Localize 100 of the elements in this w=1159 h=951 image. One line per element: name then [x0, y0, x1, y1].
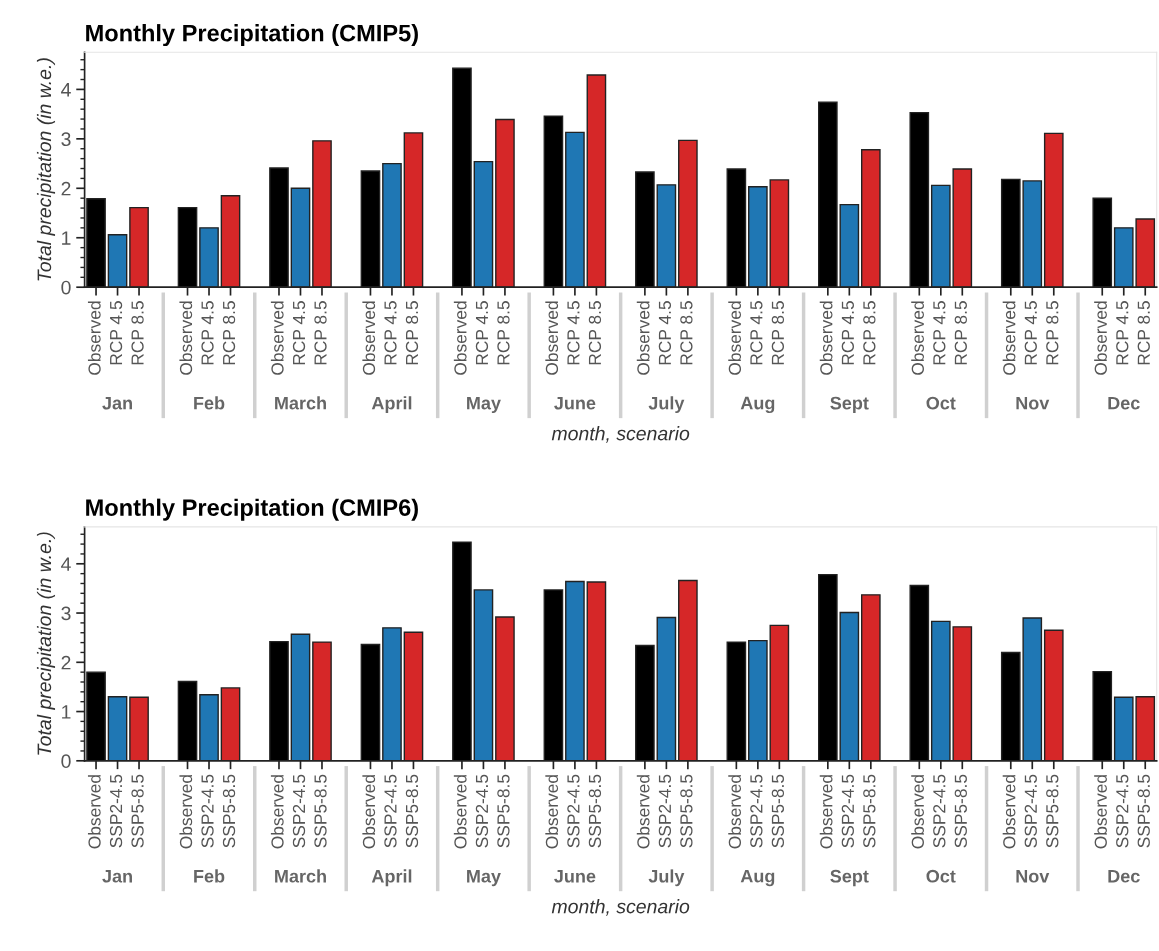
- text: SSP5-8.5: [497, 774, 510, 848]
- chart-title: Monthly Precipitation (CMIP5): [86, 24, 418, 47]
- x-axis-title: month, scenario: [551, 426, 690, 443]
- y-tick-label: 4: [61, 83, 71, 97]
- y-tick-label: 2: [61, 655, 71, 670]
- legend-label: RCP 4.5: [109, 301, 123, 365]
- text: SSP2-4.5: [841, 774, 854, 848]
- text: SSP2-4.5: [1116, 774, 1129, 848]
- x-tick-label: Dec: [1108, 396, 1140, 410]
- text: SSP2-4.5: [384, 774, 397, 848]
- x-tick-label: Jan: [102, 870, 132, 883]
- text: Observed: [819, 301, 833, 375]
- text: SSP2-4.5: [475, 774, 489, 848]
- text: SSP2-4.5: [750, 774, 763, 848]
- text: Observed: [1094, 301, 1107, 375]
- text: Observed: [453, 301, 467, 375]
- text: Observed: [1002, 775, 1016, 849]
- text: Observed: [911, 301, 924, 375]
- x-tick-label: June: [554, 870, 596, 883]
- x-tick-label: Nov: [1016, 396, 1050, 410]
- text: RCP 4.5: [841, 301, 854, 365]
- text: Observed: [453, 775, 467, 849]
- text: RCP 4.5: [658, 301, 672, 365]
- text: RCP 8.5: [497, 301, 510, 365]
- x-tick-label: Dec: [1108, 870, 1140, 883]
- x-tick-label: May: [467, 870, 501, 887]
- text: RCP 4.5: [750, 301, 763, 365]
- text: Observed: [1094, 775, 1107, 849]
- text: SSP2-4.5: [933, 774, 946, 848]
- x-tick-label: April: [371, 869, 412, 887]
- text: SSP5-8.5: [771, 774, 785, 848]
- text: RCP 4.5: [475, 301, 489, 365]
- text: RCP 4.5: [292, 301, 306, 365]
- text: RCP 4.5: [567, 301, 580, 365]
- x-tick-label: March: [275, 396, 326, 410]
- y-tick-label: 1: [62, 705, 71, 719]
- y-axis-title: Total precipitation (in w.e.): [36, 532, 56, 755]
- text: SSP2-4.5: [567, 774, 580, 848]
- x-tick-label: Oct: [926, 396, 956, 410]
- legend-label: Observed: [87, 301, 101, 375]
- y-tick-label: 4: [61, 557, 71, 571]
- text: SSP5-8.5: [588, 774, 602, 848]
- legend-label: RCP 8.5: [131, 301, 144, 365]
- text: Observed: [819, 775, 833, 849]
- chart-title: Monthly Precipitation (CMIP6): [86, 498, 418, 521]
- text: RCP 4.5: [201, 301, 214, 365]
- x-tick-label: May: [467, 396, 501, 414]
- text: SSP2-4.5: [201, 774, 214, 848]
- text: Observed: [545, 775, 559, 849]
- text: SSP2-4.5: [292, 774, 306, 848]
- x-tick-label: Aug: [740, 396, 775, 414]
- x-tick-label: Feb: [194, 396, 225, 410]
- x-tick-label: July: [648, 396, 685, 414]
- text: RCP 8.5: [222, 301, 236, 365]
- x-tick-label: July: [648, 869, 685, 887]
- text: RCP 4.5: [933, 301, 946, 365]
- text: RCP 8.5: [680, 301, 693, 365]
- x-tick-label: April: [371, 396, 412, 414]
- text: SSP5-8.5: [314, 774, 327, 848]
- x-tick-label: Aug: [740, 869, 775, 887]
- y-tick-label: 3: [61, 606, 71, 621]
- text: Observed: [545, 301, 559, 375]
- x-tick-label: Oct: [926, 869, 956, 883]
- x-tick-label: Nov: [1016, 870, 1050, 883]
- text: SSP5-8.5: [680, 774, 693, 848]
- text: Observed: [179, 775, 193, 849]
- text: RCP 8.5: [1137, 301, 1150, 365]
- text: Observed: [179, 301, 193, 375]
- y-tick-label: 1: [62, 231, 71, 245]
- x-tick-label: Sept: [830, 396, 869, 414]
- y-tick-label: 3: [61, 132, 71, 147]
- text: RCP 8.5: [588, 301, 602, 365]
- text: RCP 8.5: [771, 301, 785, 365]
- text: RCP 4.5: [384, 301, 397, 365]
- text: RCP 8.5: [314, 301, 327, 365]
- text: SSP5-8.5: [863, 774, 876, 848]
- legend-label: SSP5-8.5: [131, 774, 144, 848]
- legend-label: SSP2-4.5: [109, 774, 123, 848]
- text: Observed: [362, 775, 376, 849]
- y-axis-title: Total precipitation (in w.e.): [36, 58, 56, 281]
- text: Observed: [728, 301, 742, 375]
- text: SSP5-8.5: [222, 774, 236, 848]
- text: RCP 4.5: [1116, 301, 1129, 365]
- y-tick-label: 0: [61, 280, 71, 295]
- text: Observed: [911, 775, 924, 849]
- text: Observed: [1002, 301, 1016, 375]
- legend-label: Observed: [87, 775, 101, 849]
- text: SSP2-4.5: [658, 774, 672, 848]
- text: RCP 8.5: [954, 301, 967, 365]
- y-tick-label: 2: [61, 181, 71, 196]
- text: RCP 8.5: [405, 301, 419, 365]
- text: SSP5-8.5: [405, 774, 419, 848]
- text: RCP 4.5: [1024, 301, 1037, 365]
- x-tick-label: June: [554, 396, 596, 410]
- text: Observed: [636, 301, 650, 375]
- text: RCP 8.5: [1046, 301, 1059, 365]
- text: SSP5-8.5: [1046, 774, 1059, 848]
- text: SSP5-8.5: [954, 774, 967, 848]
- x-tick-label: Sept: [830, 869, 869, 887]
- text: Observed: [728, 775, 742, 849]
